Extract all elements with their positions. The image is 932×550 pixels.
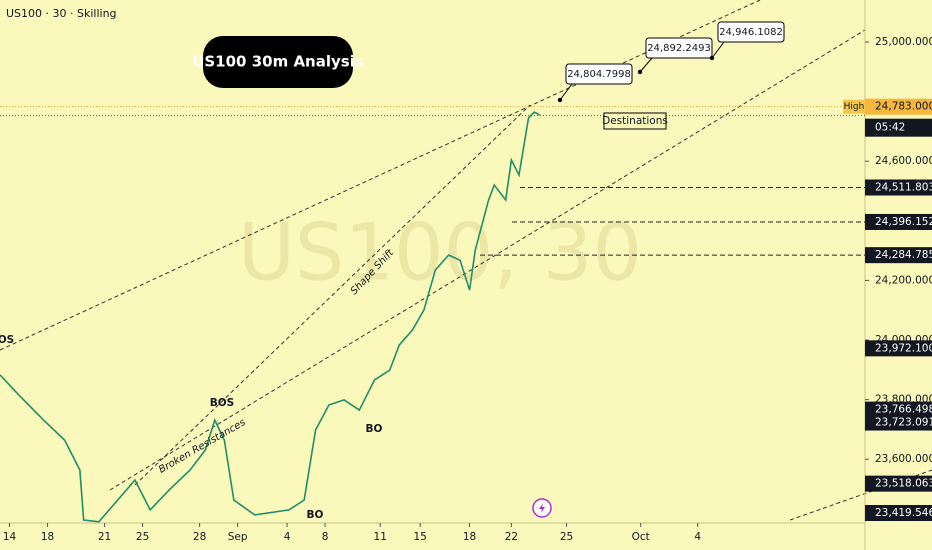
x-tick-label: Oct <box>632 531 650 543</box>
level-box <box>865 401 932 418</box>
level-label: 24,396.1526 <box>875 216 932 228</box>
x-tick-label: 18 <box>463 531 476 543</box>
title: US100 30m Analysis <box>192 53 364 71</box>
level-label: 23,518.0639 <box>875 478 932 490</box>
callout-pointer <box>711 41 725 59</box>
x-tick-label: 28 <box>193 531 206 543</box>
annotation: BO <box>366 423 383 435</box>
x-tick-label: 25 <box>560 531 573 543</box>
level-box <box>865 475 932 492</box>
level-box <box>865 213 932 230</box>
callout-label: 24,892.2493 <box>647 43 711 54</box>
callout-box <box>645 37 713 59</box>
x-tick-label: Sep <box>228 531 248 543</box>
x-tick-label: 21 <box>98 531 111 543</box>
x-tick-label: 18 <box>41 531 54 543</box>
callout-dot <box>557 97 563 103</box>
level-box <box>865 505 932 522</box>
level-box <box>865 340 932 357</box>
x-tick-label: 8 <box>322 531 329 543</box>
level-label: 23,419.5467 <box>875 507 932 519</box>
price-line <box>0 111 541 523</box>
callout-pointer <box>639 57 653 73</box>
trend-line <box>109 29 866 491</box>
trend-lines <box>0 0 932 521</box>
callout-box <box>717 21 785 43</box>
level-label: 23,766.4988 <box>875 404 932 416</box>
callout-dot <box>709 55 715 61</box>
level-label: 23,972.1000 <box>875 342 932 354</box>
title-box <box>203 36 353 88</box>
high-box <box>865 98 932 115</box>
callout-label: 24,804.7998 <box>567 69 631 80</box>
callout-box <box>565 63 633 85</box>
annotation: BOS <box>210 397 235 409</box>
high-tag <box>843 99 865 114</box>
countdown: 05:42 <box>875 122 905 134</box>
x-tick-label: 14 <box>3 531 17 543</box>
annotation: OS <box>0 334 14 346</box>
annotation: Destinations <box>602 115 668 127</box>
x-tick-label: 15 <box>413 531 426 543</box>
x-tick-label: 25 <box>136 531 149 543</box>
annotation-box <box>603 112 667 130</box>
high-tag-label: High <box>844 102 865 112</box>
level-box <box>865 179 932 196</box>
plot-area <box>0 111 541 523</box>
level-label: 24,511.8033 <box>875 182 932 194</box>
callout-dot <box>637 69 643 75</box>
chart-header: US100 · 30 · Skilling <box>6 7 117 20</box>
x-tick-label: 4 <box>284 531 291 543</box>
level-box <box>865 247 932 264</box>
level-box <box>865 414 932 431</box>
event-icon <box>532 498 552 518</box>
countdown-box <box>865 118 932 137</box>
watermark: US100, 30 <box>238 208 642 298</box>
x-tick-label: 22 <box>505 531 518 543</box>
callout-pointer <box>559 83 573 101</box>
trend-line <box>134 104 531 486</box>
x-tick-label: 4 <box>694 531 701 543</box>
x-tick-label: 11 <box>374 531 387 543</box>
annotation: BO <box>307 509 324 521</box>
callout-label: 24,946.1082 <box>719 27 783 38</box>
